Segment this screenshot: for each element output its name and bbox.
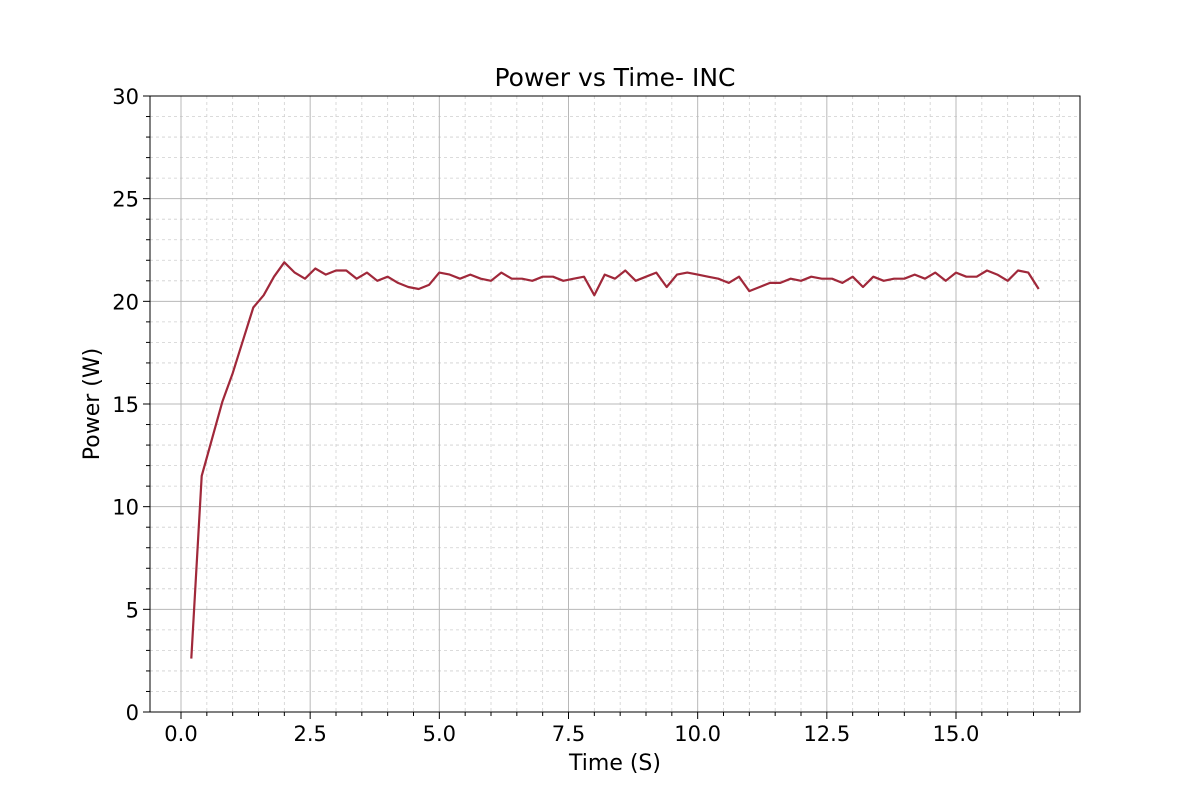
y-tick-label: 10 (112, 496, 139, 520)
y-tick-label: 5 (126, 598, 139, 622)
major-grid (150, 96, 1080, 712)
x-tick-label: 15.0 (933, 722, 980, 746)
x-tick-label: 0.0 (164, 722, 197, 746)
x-axis-label: Time (S) (568, 751, 661, 776)
chart-title: Power vs Time- INC (495, 63, 736, 92)
axis-ticks (143, 95, 1060, 719)
y-tick-label: 25 (112, 188, 139, 212)
y-tick-label: 20 (112, 290, 139, 314)
series-layer (190, 261, 1040, 659)
y-axis-label: Power (W) (80, 348, 105, 460)
series-line (190, 261, 1040, 659)
x-tick-label: 7.5 (552, 722, 585, 746)
y-tick-label: 15 (112, 393, 139, 417)
y-tick-label: 30 (112, 85, 139, 109)
y-tick-label: 0 (126, 701, 139, 725)
x-tick-label: 10.0 (674, 722, 721, 746)
x-tick-label: 2.5 (293, 722, 326, 746)
x-tick-label: 5.0 (423, 722, 456, 746)
x-tick-label: 12.5 (803, 722, 850, 746)
tick-labels: 0.0 2.5 5.0 7.5 10.0 12.5 15.0 0 5 10 15 20 25 30 (112, 85, 979, 746)
